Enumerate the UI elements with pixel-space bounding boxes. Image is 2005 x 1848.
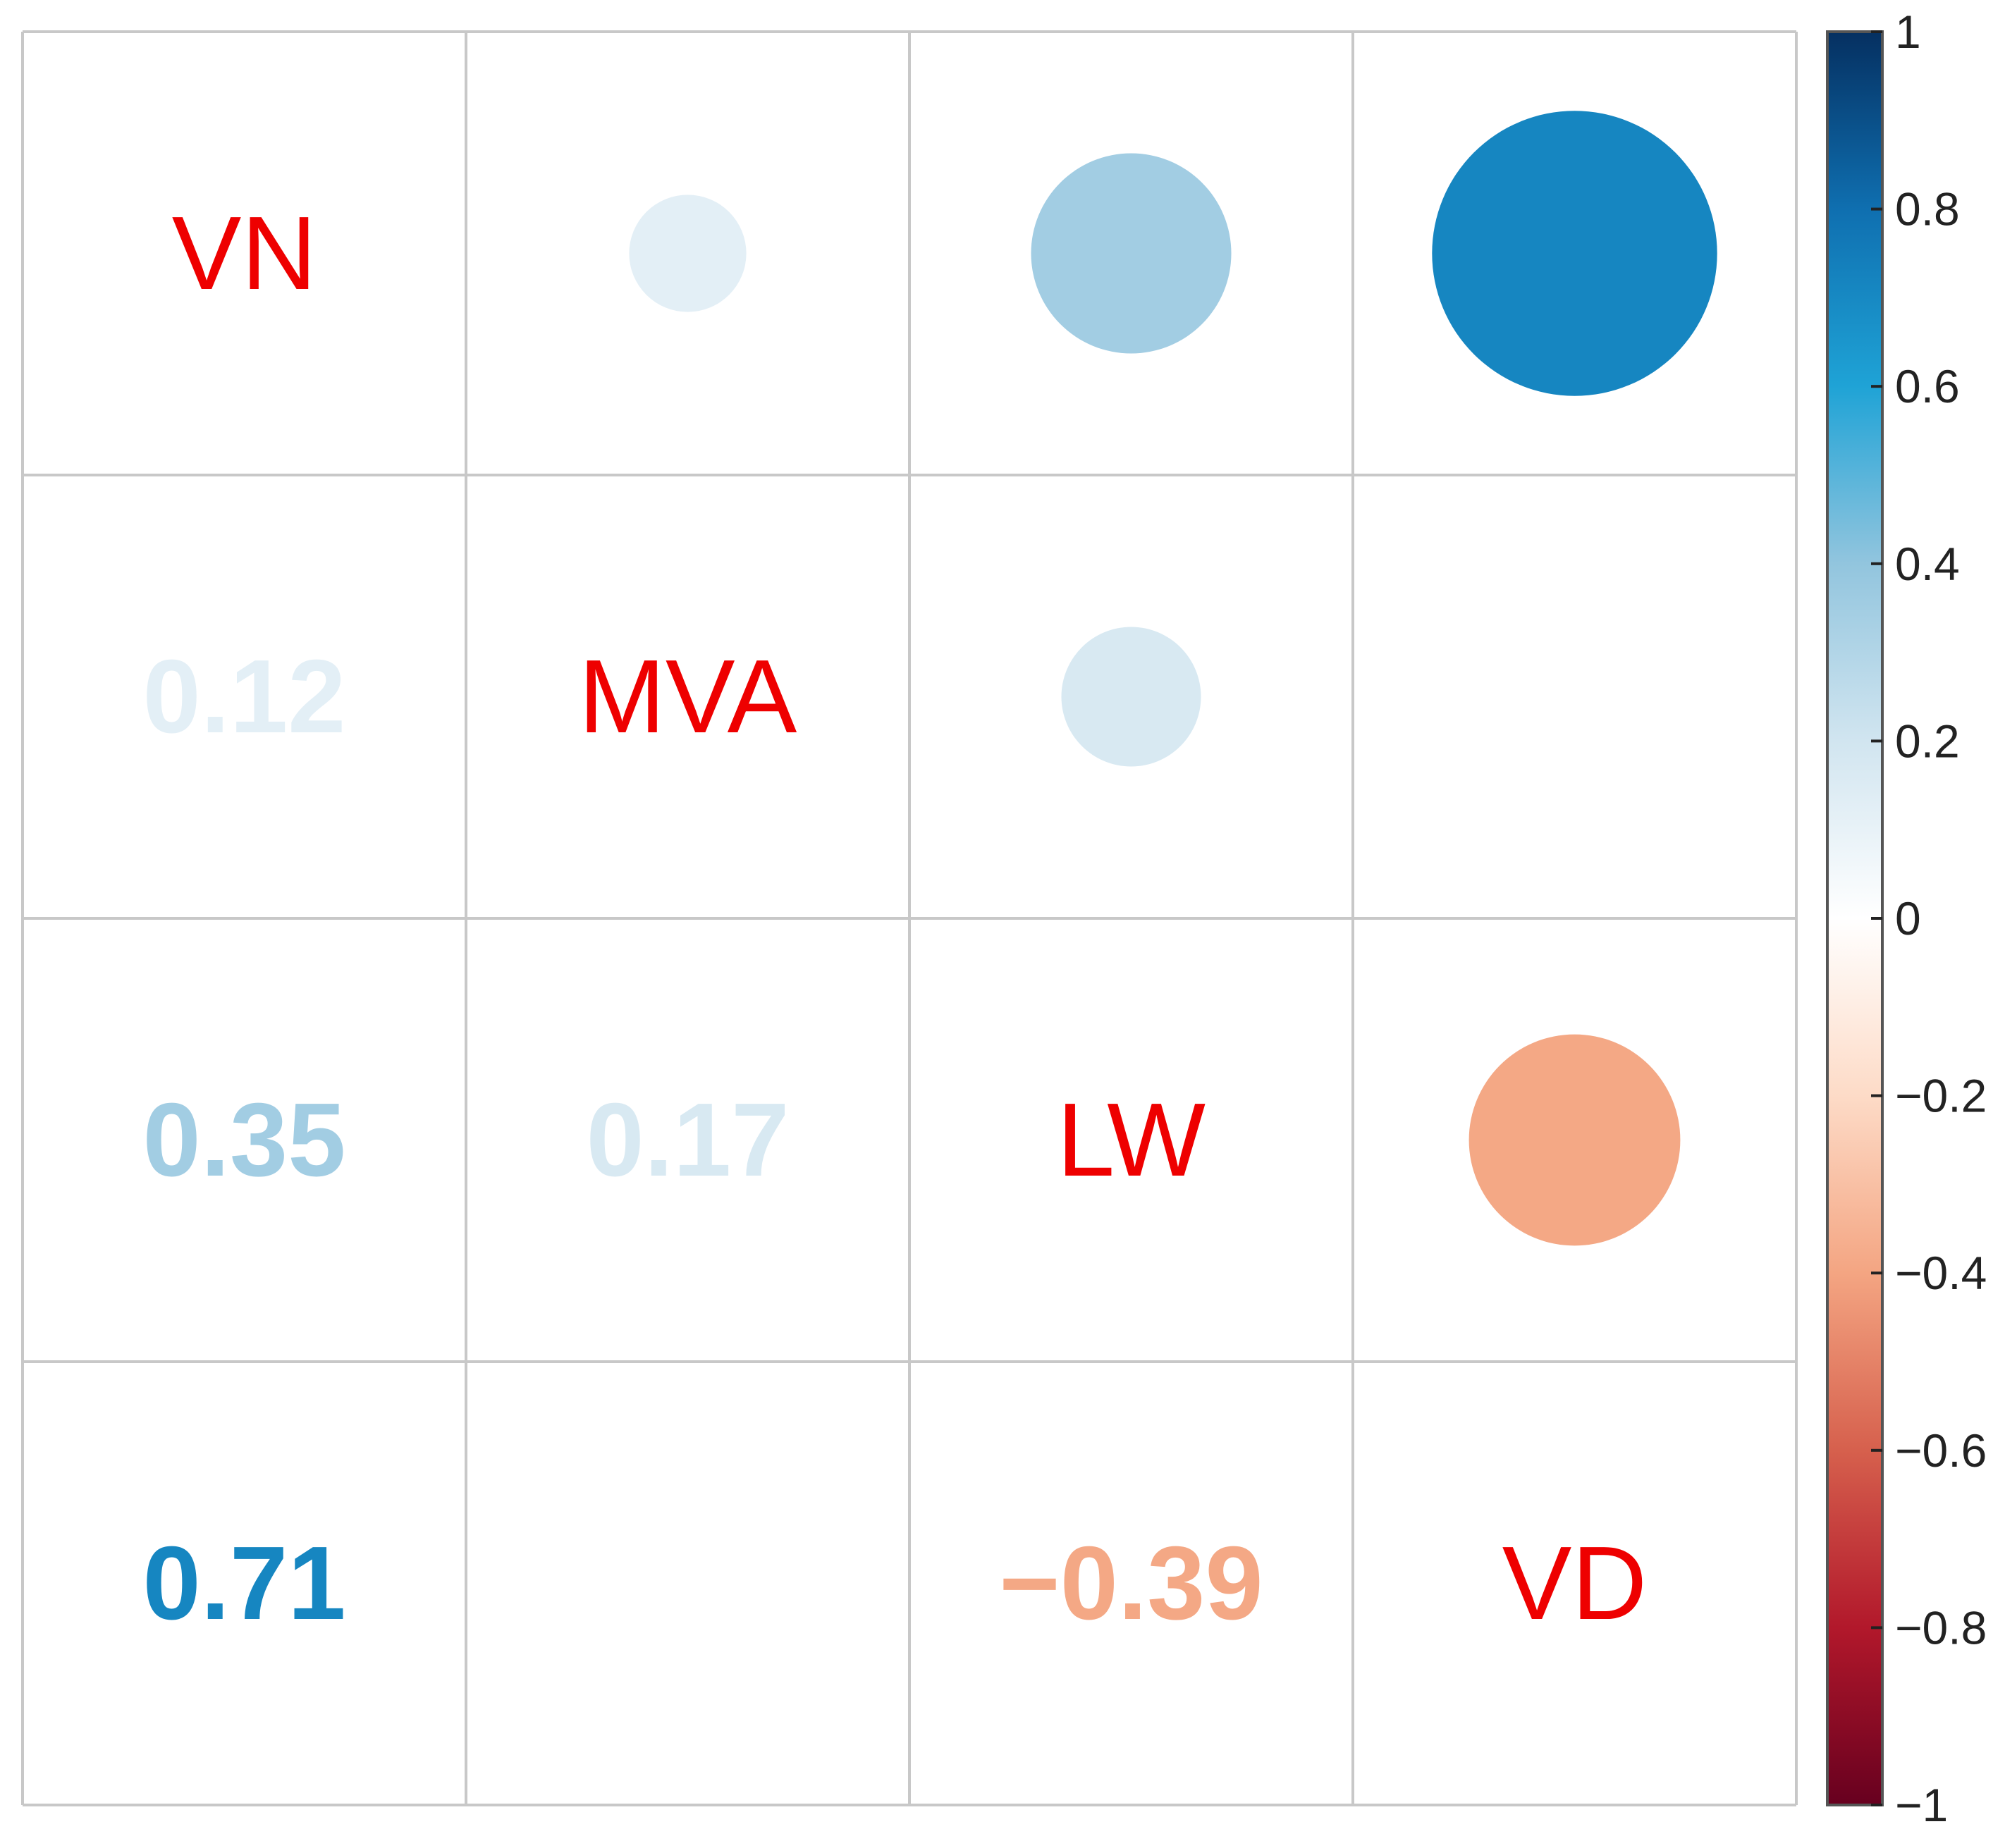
colorbar: 1 0.8 0.6 0.4 0.2 0 −0.2 −0.4 −0.6 −0.8 −1: [1826, 6, 1987, 1831]
colorbar-tick-label: 0: [1895, 892, 1921, 944]
correlation-matrix: VN MVA LW VD 0.12 0.35 0.17 0.71 0.00 −0.39: [21, 30, 1798, 1806]
corr-circle-vn-mva: [629, 195, 747, 312]
colorbar-tick-label: −0.2: [1895, 1070, 1987, 1122]
corr-circle-mva-lw: [1061, 627, 1201, 767]
coef-label-lw-vn: 0.35: [142, 1082, 345, 1198]
colorbar-tick-label: 0.2: [1895, 715, 1960, 767]
corr-circle-lw-vd: [1469, 1034, 1681, 1246]
variable-label-vd: VD: [1502, 1525, 1648, 1641]
coef-label-lw-mva: 0.17: [586, 1082, 789, 1198]
coef-label-mva-vn: 0.12: [142, 639, 345, 755]
colorbar-tick-label: −0.6: [1895, 1424, 1987, 1477]
variable-label-mva: MVA: [579, 639, 797, 755]
corr-circle-vn-vd: [1432, 111, 1717, 396]
coef-label-vd-mva: 0.00: [586, 1525, 789, 1641]
coef-label-vd-lw: −0.39: [999, 1525, 1263, 1641]
variable-label-vn: VN: [172, 195, 317, 312]
colorbar-tick-label: 0.8: [1895, 183, 1960, 235]
colorbar-tick-label: −0.4: [1895, 1247, 1987, 1299]
coef-label-vd-vn: 0.71: [142, 1525, 345, 1641]
variable-label-lw: LW: [1057, 1082, 1206, 1198]
colorbar-tick-label: 1: [1895, 6, 1921, 58]
colorbar-tick-label: −0.8: [1895, 1601, 1987, 1653]
corr-circle-vn-lw: [1031, 153, 1232, 354]
colorbar-tick-label: 0.4: [1895, 538, 1960, 590]
colorbar-tick-label: −1: [1895, 1779, 1948, 1831]
grid: [21, 30, 1798, 1806]
colorbar-tick-label: 0.6: [1895, 360, 1960, 412]
